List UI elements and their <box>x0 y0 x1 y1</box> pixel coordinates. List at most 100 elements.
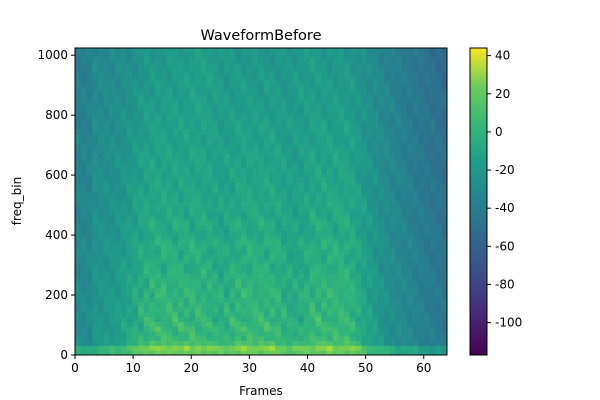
heatmap-cell <box>321 168 327 173</box>
heatmap-cell <box>92 96 98 101</box>
heatmap-cell <box>104 163 110 168</box>
heatmap-cell <box>75 96 81 101</box>
heatmap-cell <box>361 110 367 115</box>
heatmap-cell <box>230 96 236 101</box>
heatmap-cell <box>92 67 98 72</box>
heatmap-cell <box>292 173 298 178</box>
heatmap-cell <box>92 206 98 211</box>
heatmap-cell <box>384 173 390 178</box>
heatmap-cell <box>98 302 104 307</box>
heatmap-cell <box>321 240 327 245</box>
heatmap-cell <box>264 206 270 211</box>
heatmap-cell <box>104 120 110 125</box>
heatmap-cell <box>144 259 150 264</box>
heatmap-cell <box>155 288 161 293</box>
heatmap-cell <box>195 264 201 269</box>
heatmap-cell <box>327 221 333 226</box>
heatmap-cell <box>355 312 361 317</box>
heatmap-cell <box>172 106 178 111</box>
heatmap-cell <box>92 130 98 135</box>
heatmap-cell <box>275 216 281 221</box>
heatmap-cell <box>167 317 173 322</box>
heatmap-cell <box>104 259 110 264</box>
heatmap-cell <box>104 53 110 58</box>
heatmap-cell <box>207 163 213 168</box>
heatmap-cell <box>436 139 442 144</box>
heatmap-cell <box>338 273 344 278</box>
heatmap-cell <box>287 144 293 149</box>
heatmap-cell <box>172 278 178 283</box>
heatmap-cell <box>441 317 447 322</box>
heatmap-cell <box>189 144 195 149</box>
heatmap-cell <box>252 91 258 96</box>
heatmap-cell <box>441 269 447 274</box>
heatmap-cell <box>138 317 144 322</box>
heatmap-cell <box>264 302 270 307</box>
heatmap-cell <box>86 48 92 53</box>
heatmap-cell <box>241 139 247 144</box>
heatmap-cell <box>321 254 327 259</box>
heatmap-cell <box>281 149 287 154</box>
heatmap-cell <box>287 240 293 245</box>
heatmap-cell <box>270 321 276 326</box>
heatmap-cell <box>258 144 264 149</box>
heatmap-cell <box>401 86 407 91</box>
heatmap-cell <box>304 91 310 96</box>
heatmap-cell <box>270 149 276 154</box>
heatmap-cell <box>155 297 161 302</box>
heatmap-cell <box>184 317 190 322</box>
heatmap-cell <box>252 86 258 91</box>
heatmap-cell <box>270 120 276 125</box>
heatmap-cell <box>298 120 304 125</box>
heatmap-cell <box>189 235 195 240</box>
heatmap-cell <box>132 326 138 331</box>
heatmap-cell <box>430 178 436 183</box>
heatmap-cell <box>81 115 87 120</box>
heatmap-cell <box>270 307 276 312</box>
heatmap-cell <box>212 77 218 82</box>
heatmap-cell <box>252 106 258 111</box>
heatmap-cell <box>310 307 316 312</box>
heatmap-cell <box>344 130 350 135</box>
heatmap-cell <box>115 221 121 226</box>
heatmap-cell <box>230 206 236 211</box>
heatmap-cell <box>167 206 173 211</box>
heatmap-cell <box>92 235 98 240</box>
heatmap-cell <box>121 345 127 350</box>
heatmap-cell <box>441 264 447 269</box>
heatmap-cell <box>252 259 258 264</box>
heatmap-cell <box>104 48 110 53</box>
heatmap-cell <box>413 302 419 307</box>
heatmap-cell <box>247 278 253 283</box>
heatmap-cell <box>92 163 98 168</box>
heatmap-cell <box>212 91 218 96</box>
heatmap-cell <box>224 202 230 207</box>
heatmap-cell <box>138 168 144 173</box>
heatmap-cell <box>344 110 350 115</box>
heatmap-cell <box>264 187 270 192</box>
heatmap-cell <box>189 62 195 67</box>
heatmap-cell <box>98 144 104 149</box>
heatmap-cell <box>327 139 333 144</box>
heatmap-cell <box>413 297 419 302</box>
heatmap-cell <box>138 130 144 135</box>
heatmap-cell <box>86 326 92 331</box>
heatmap-cell <box>304 321 310 326</box>
heatmap-cell <box>390 206 396 211</box>
heatmap-cell <box>378 58 384 63</box>
heatmap-cell <box>121 221 127 226</box>
heatmap-cell <box>109 110 115 115</box>
heatmap-cell <box>350 326 356 331</box>
heatmap-cell <box>241 317 247 322</box>
heatmap-cell <box>292 120 298 125</box>
heatmap-cell <box>401 182 407 187</box>
heatmap-cell <box>292 216 298 221</box>
heatmap-cell <box>98 158 104 163</box>
heatmap-cell <box>333 139 339 144</box>
heatmap-cell <box>115 96 121 101</box>
heatmap-cell <box>149 139 155 144</box>
heatmap-cell <box>270 225 276 230</box>
heatmap-cell <box>304 62 310 67</box>
heatmap-cell <box>321 197 327 202</box>
heatmap-cell <box>161 62 167 67</box>
